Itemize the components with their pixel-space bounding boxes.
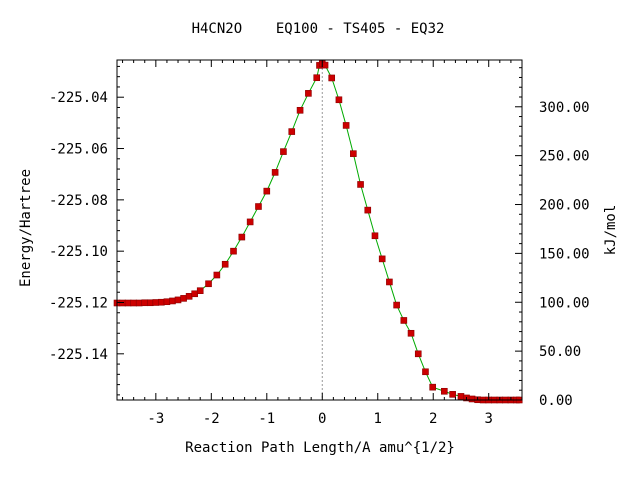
data-point bbox=[288, 128, 296, 135]
x-tick-label: 0 bbox=[318, 411, 326, 427]
data-point bbox=[321, 61, 329, 69]
data-point bbox=[180, 295, 187, 302]
plot-frame bbox=[116, 59, 523, 401]
data-point bbox=[350, 150, 357, 157]
data-point bbox=[441, 387, 448, 395]
data-point bbox=[141, 299, 149, 307]
x-tick-label: -3 bbox=[147, 411, 164, 427]
chart-title: H4CN2O EQ100 - TS405 - EQ32 bbox=[192, 21, 445, 37]
data-point bbox=[393, 301, 400, 309]
data-point bbox=[400, 317, 408, 324]
y2-tick-label: 100.00 bbox=[539, 295, 590, 311]
data-point bbox=[342, 122, 350, 129]
data-point bbox=[213, 271, 221, 279]
data-point bbox=[296, 106, 304, 114]
data-point bbox=[271, 169, 279, 176]
y-axis-label: Energy/Hartree bbox=[18, 169, 34, 287]
data-point bbox=[152, 299, 160, 306]
y-tick-label: -225.10 bbox=[49, 244, 108, 260]
data-point bbox=[414, 350, 422, 358]
data-point bbox=[158, 298, 165, 306]
data-point bbox=[449, 391, 456, 398]
data-point bbox=[305, 90, 312, 97]
data-point bbox=[280, 148, 287, 155]
data-point bbox=[191, 290, 198, 298]
data-point bbox=[205, 280, 212, 288]
x-tick-label: 1 bbox=[374, 411, 382, 427]
data-point bbox=[457, 393, 465, 400]
data-point bbox=[255, 203, 262, 210]
y-axis-ticks: -225.04 -225.06 -225.08 -225.10 -225.12 -225.… bbox=[49, 65, 124, 396]
x-tick-label: 2 bbox=[429, 411, 437, 427]
data-point bbox=[429, 383, 436, 391]
data-point bbox=[328, 74, 336, 82]
y2-tick-label: 0.00 bbox=[539, 393, 573, 409]
data-point bbox=[371, 232, 379, 240]
x-tick-label: -1 bbox=[258, 411, 275, 427]
data-points bbox=[113, 60, 523, 404]
x-axis-label: Reaction Path Length/A amu^{1/2} bbox=[185, 440, 455, 456]
data-point bbox=[357, 181, 364, 188]
y-tick-label: -225.14 bbox=[49, 347, 108, 363]
y-tick-label: -225.08 bbox=[49, 193, 108, 209]
y2-tick-label: 300.00 bbox=[539, 100, 590, 116]
y2-tick-label: 150.00 bbox=[539, 246, 590, 262]
data-point bbox=[246, 218, 254, 226]
data-point bbox=[263, 187, 271, 195]
data-point bbox=[364, 206, 372, 214]
x-axis-ticks: -3 -2 -1 0 1 2 3 bbox=[122, 60, 523, 427]
data-point bbox=[238, 233, 246, 241]
x-tick-label: -2 bbox=[203, 411, 220, 427]
data-point bbox=[422, 368, 429, 376]
y-tick-label: -225.12 bbox=[49, 295, 108, 311]
x-tick-label: 3 bbox=[484, 411, 492, 427]
data-point bbox=[163, 298, 171, 306]
data-point bbox=[146, 299, 154, 307]
y2-axis-ticks: 300.00 250.00 200.00 150.00 100.00 50.00 0.00 bbox=[515, 67, 590, 409]
data-point bbox=[169, 297, 176, 305]
y2-axis-label: kJ/mol bbox=[603, 205, 619, 256]
data-point bbox=[313, 74, 321, 82]
data-point bbox=[378, 255, 386, 263]
data-point bbox=[174, 296, 182, 304]
data-point bbox=[135, 299, 143, 307]
data-point bbox=[335, 96, 343, 104]
y-tick-label: -225.04 bbox=[49, 90, 108, 106]
y2-tick-label: 200.00 bbox=[539, 198, 590, 214]
data-point bbox=[124, 299, 132, 307]
data-point bbox=[386, 278, 393, 286]
y2-tick-label: 250.00 bbox=[539, 149, 590, 165]
data-point bbox=[468, 395, 476, 403]
data-point bbox=[221, 260, 229, 268]
data-point bbox=[407, 329, 415, 337]
data-point bbox=[230, 247, 237, 255]
data-point bbox=[119, 299, 126, 307]
series-line bbox=[117, 63, 520, 401]
energy-series bbox=[117, 63, 520, 401]
data-point bbox=[130, 299, 137, 307]
y-tick-label: -225.06 bbox=[49, 142, 108, 158]
y2-tick-label: 50.00 bbox=[539, 344, 581, 360]
data-point bbox=[196, 287, 204, 294]
data-point bbox=[185, 293, 193, 300]
